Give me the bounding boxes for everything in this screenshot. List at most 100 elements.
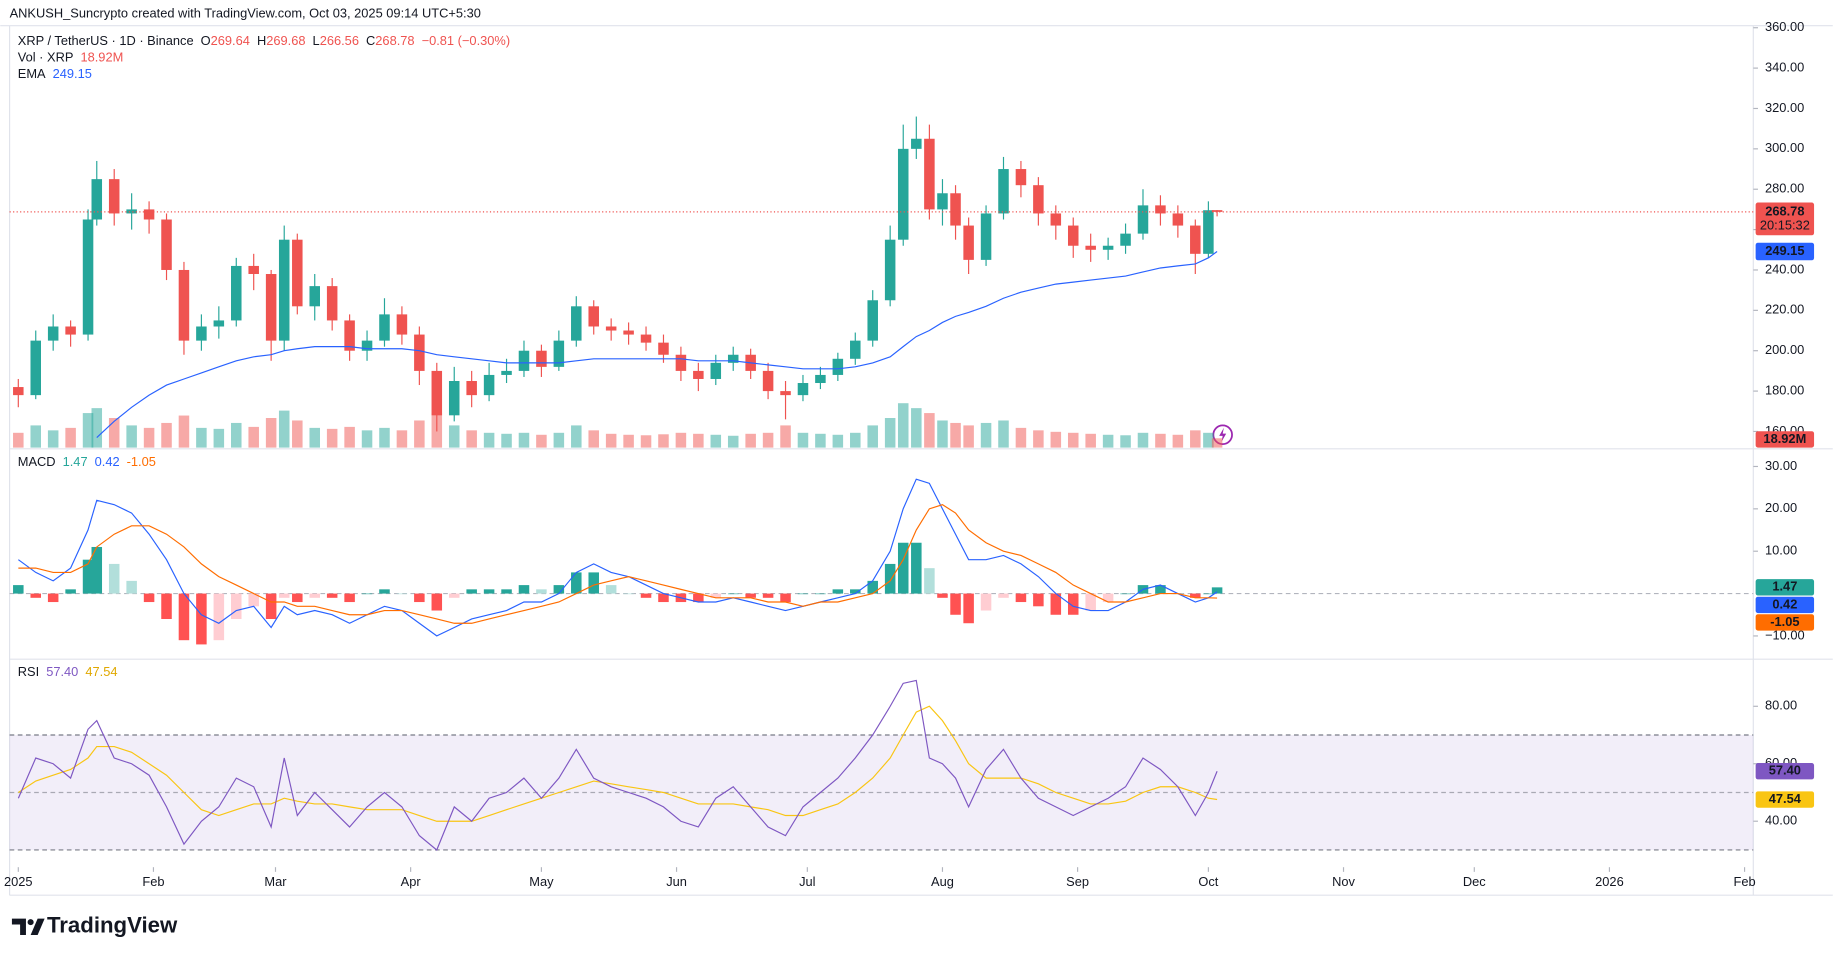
volume-bar [248, 426, 259, 448]
volume-bar [937, 420, 948, 448]
x-tick-label: Dec [1463, 874, 1486, 889]
volume-bar [309, 427, 320, 448]
candle-body [326, 286, 338, 321]
macd-histogram-bar [780, 593, 791, 603]
ema-line [96, 251, 1218, 438]
volume-bar [1155, 433, 1166, 448]
y-tick-label: 10.00 [1765, 543, 1797, 558]
macd-histogram-bar [344, 593, 355, 603]
hist-value: 1.47 [63, 454, 88, 469]
candle-body [797, 383, 809, 396]
macd-histogram-bar [431, 593, 443, 611]
macd-histogram-bar [897, 542, 909, 594]
candle-body [867, 300, 878, 341]
volume-bar [82, 413, 94, 448]
y-tick-label: 200.00 [1765, 342, 1804, 357]
volume-bar [1050, 431, 1062, 448]
signal-value: -1.05 [127, 454, 156, 469]
macd-histogram-bar [1203, 593, 1214, 595]
candle-body [571, 306, 582, 341]
macd-histogram-bar [396, 593, 408, 595]
volume-bar [47, 430, 59, 448]
y-tick-label: −10.00 [1765, 627, 1805, 642]
macd-histogram-bar [292, 593, 303, 603]
candle-body [832, 358, 844, 375]
macd-histogram-bar [1190, 593, 1201, 598]
macd-histogram-bar [850, 589, 861, 594]
candle-body [1085, 245, 1096, 250]
brand-logo[interactable]: TradingView [11, 913, 178, 938]
macd-histogram-bar [693, 593, 704, 603]
y-tick-label: 30.00 [1765, 458, 1797, 473]
candle-body [466, 380, 477, 396]
volume-bar [396, 430, 408, 448]
ema-price-label-box [1755, 242, 1815, 261]
logo-mark[interactable] [11, 918, 45, 935]
volume-bar [867, 425, 878, 448]
volume-bar [832, 434, 844, 448]
ohlc-value: 268.78 [375, 33, 414, 48]
candle-body [161, 219, 172, 270]
macd-histogram-bar [1120, 593, 1131, 595]
candle-body [344, 320, 355, 351]
candle-body [292, 239, 303, 307]
volume-bar [1203, 432, 1214, 448]
candle-body [309, 286, 320, 307]
candle-body [178, 269, 190, 341]
candle-body [65, 326, 76, 335]
volume-bar [196, 427, 207, 448]
rsi-ma-price-label-box [1755, 791, 1815, 808]
macd-histogram-bar [588, 572, 599, 594]
candle-body [265, 274, 277, 341]
volume-bar [553, 432, 565, 448]
macd-histogram-bar [937, 593, 948, 598]
volume-value: 18.92M [80, 50, 123, 65]
rsi-ma-value: 47.54 [85, 665, 117, 680]
alert-bolt[interactable] [1219, 427, 1227, 442]
macd-histogram-bar [196, 593, 207, 645]
candle-body [1102, 245, 1114, 250]
rsi-ma-price-label: 47.54 [1769, 791, 1802, 806]
ohlc-label: L [313, 33, 320, 48]
volume-bar [231, 422, 242, 448]
ohlc-value: 266.56 [320, 33, 359, 48]
volume-bar [501, 433, 512, 448]
brand-name[interactable]: TradingView [47, 913, 178, 938]
logo-dot[interactable] [27, 919, 34, 926]
macd-histogram-bar [466, 589, 477, 594]
y-tick-label: 360.00 [1765, 19, 1804, 34]
volume-bar [980, 422, 992, 448]
macd-histogram-bar [448, 593, 460, 598]
volume-name: Vol · XRP [18, 50, 74, 65]
macd-histogram-bar [13, 585, 24, 594]
y-tick-label: 320.00 [1765, 100, 1804, 115]
macd-histogram-bar [1155, 585, 1166, 594]
last-price-box [1755, 202, 1815, 236]
candle-body [605, 326, 617, 331]
macd-histogram-bar [326, 593, 338, 598]
volume-bar [571, 425, 582, 448]
candle-body [501, 370, 512, 375]
candle-body [1015, 169, 1027, 186]
volume-legend: Vol · XRP 18.92M [18, 50, 124, 65]
candle-body [1120, 233, 1131, 246]
y-tick-label: 40.00 [1765, 813, 1797, 828]
rsi-value: 57.40 [46, 665, 78, 680]
volume-bar [213, 428, 225, 448]
candle-body [248, 265, 259, 275]
macd-histogram-bar [278, 593, 290, 598]
volume-bar [897, 403, 909, 448]
candle-body [1033, 185, 1044, 214]
macd-histogram-bar [884, 563, 896, 594]
y-tick-label: 300.00 [1765, 140, 1804, 155]
candle-body [379, 314, 390, 341]
candle-body [1172, 213, 1184, 226]
macd-histogram-bar [265, 593, 277, 620]
volume-bar [911, 408, 922, 448]
candle-body [143, 209, 155, 220]
volume-bar [65, 427, 76, 448]
volume-bar [998, 420, 1009, 448]
volume-bar [1211, 438, 1223, 448]
volume-bar [640, 435, 652, 448]
